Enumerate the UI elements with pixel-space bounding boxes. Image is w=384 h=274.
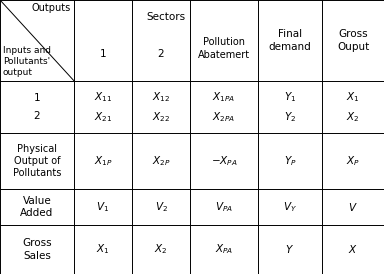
Text: Inputs and
Pollutants'
output: Inputs and Pollutants' output [3, 46, 51, 77]
Text: $X_{PA}$: $X_{PA}$ [215, 242, 233, 256]
Text: $Y$: $Y$ [285, 243, 295, 255]
Text: Gross
Ouput: Gross Ouput [337, 29, 369, 52]
Text: Physical
Output of
Pollutants: Physical Output of Pollutants [13, 144, 61, 178]
Text: $X_1$
$X_2$: $X_1$ $X_2$ [346, 90, 360, 124]
Text: $-X_{PA}$: $-X_{PA}$ [211, 154, 237, 168]
Text: $X_2$: $X_2$ [154, 242, 168, 256]
Text: Gross
Sales: Gross Sales [22, 238, 52, 261]
Text: $X_1$: $X_1$ [96, 242, 110, 256]
Text: $X_{1P}$: $X_{1P}$ [94, 154, 112, 168]
Text: $V$: $V$ [348, 201, 358, 213]
Text: Outputs: Outputs [32, 3, 71, 13]
Text: Final
demand: Final demand [269, 29, 311, 52]
Text: $X_{1PA}$
$X_{2PA}$: $X_{1PA}$ $X_{2PA}$ [212, 90, 235, 124]
Text: 2: 2 [158, 49, 164, 59]
Text: $Y_1$
$Y_2$: $Y_1$ $Y_2$ [284, 90, 296, 124]
Text: $X$: $X$ [348, 243, 358, 255]
Text: $V_Y$: $V_Y$ [283, 200, 297, 214]
Text: $X_P$: $X_P$ [346, 154, 360, 168]
Text: $Y_P$: $Y_P$ [284, 154, 296, 168]
Text: Sectors: Sectors [146, 12, 185, 22]
Text: $V_1$: $V_1$ [96, 200, 109, 214]
Text: $V_2$: $V_2$ [154, 200, 167, 214]
Text: Pollution
Abatemert: Pollution Abatemert [198, 38, 250, 60]
Text: Value
Added: Value Added [20, 196, 54, 218]
Text: 1
2: 1 2 [34, 93, 40, 121]
Text: $X_{2P}$: $X_{2P}$ [152, 154, 170, 168]
Text: $X_{11}$
$X_{21}$: $X_{11}$ $X_{21}$ [94, 90, 112, 124]
Text: $X_{12}$
$X_{22}$: $X_{12}$ $X_{22}$ [152, 90, 170, 124]
Text: 1: 1 [100, 49, 106, 59]
Text: $V_{PA}$: $V_{PA}$ [215, 200, 233, 214]
